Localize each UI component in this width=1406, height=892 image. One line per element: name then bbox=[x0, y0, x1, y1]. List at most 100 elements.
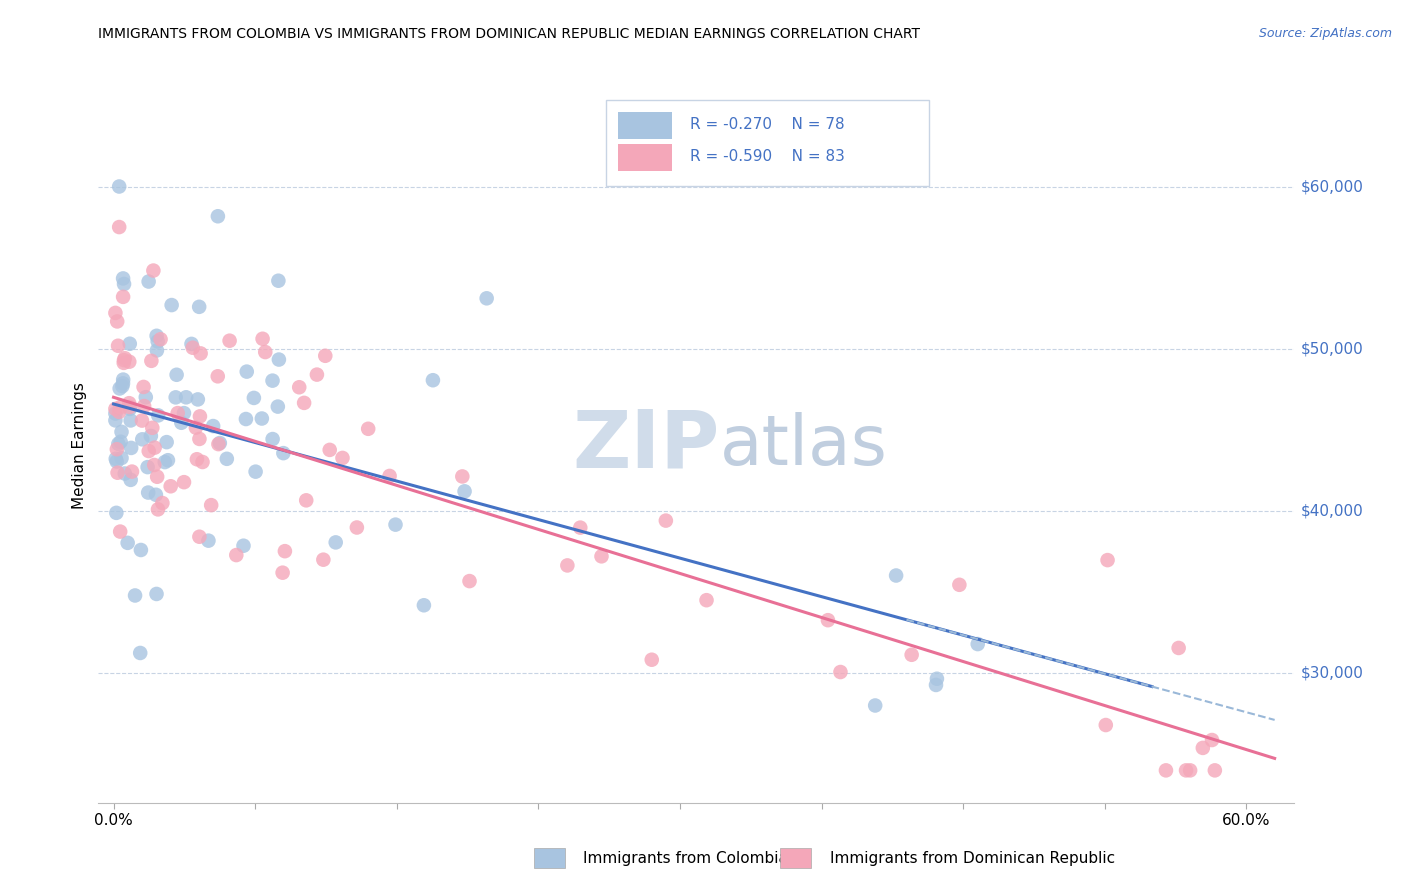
Point bbox=[641, 653, 664, 667]
Point bbox=[475, 291, 498, 305]
Point bbox=[112, 271, 135, 285]
Point bbox=[202, 419, 225, 434]
Point bbox=[107, 466, 129, 480]
Point bbox=[112, 373, 135, 387]
Point bbox=[131, 413, 153, 427]
Text: $40,000: $40,000 bbox=[1301, 503, 1364, 518]
Point bbox=[112, 353, 135, 368]
Point bbox=[267, 400, 290, 414]
Point bbox=[118, 354, 141, 368]
Point bbox=[104, 306, 127, 320]
Point bbox=[357, 422, 380, 436]
Point bbox=[105, 442, 128, 457]
Point bbox=[148, 409, 170, 423]
Point bbox=[187, 392, 209, 407]
Point bbox=[180, 337, 202, 351]
Point bbox=[1167, 640, 1189, 655]
Point bbox=[966, 637, 988, 651]
Point bbox=[1154, 764, 1177, 778]
Point bbox=[105, 506, 128, 520]
Point bbox=[250, 411, 273, 425]
Point bbox=[118, 400, 141, 414]
Point bbox=[166, 368, 188, 382]
Point bbox=[218, 334, 240, 348]
Point bbox=[146, 469, 169, 483]
Point bbox=[142, 263, 165, 277]
Point bbox=[232, 539, 254, 553]
Point bbox=[136, 460, 159, 475]
Text: Immigrants from Colombia: Immigrants from Colombia bbox=[583, 851, 789, 865]
Point bbox=[243, 391, 266, 405]
Point bbox=[105, 314, 128, 328]
Point bbox=[141, 354, 163, 368]
Point bbox=[453, 484, 475, 499]
Point bbox=[245, 465, 267, 479]
Text: $50,000: $50,000 bbox=[1301, 342, 1364, 356]
Point bbox=[135, 390, 157, 404]
Point bbox=[696, 593, 718, 607]
Text: IMMIGRANTS FROM COLOMBIA VS IMMIGRANTS FROM DOMINICAN REPUBLIC MEDIAN EARNINGS C: IMMIGRANTS FROM COLOMBIA VS IMMIGRANTS F… bbox=[98, 27, 921, 41]
Point bbox=[111, 376, 134, 391]
Point bbox=[412, 599, 434, 613]
Point bbox=[112, 356, 135, 370]
Point bbox=[200, 498, 222, 512]
Point bbox=[138, 444, 160, 458]
Point bbox=[146, 343, 169, 358]
Point bbox=[170, 416, 193, 430]
Point bbox=[118, 396, 141, 410]
Point bbox=[569, 521, 592, 535]
Point bbox=[104, 401, 127, 416]
Point bbox=[262, 432, 284, 446]
Point bbox=[173, 406, 195, 420]
Point bbox=[118, 401, 141, 416]
Text: R = -0.270    N = 78: R = -0.270 N = 78 bbox=[690, 118, 845, 132]
Point bbox=[591, 549, 613, 564]
Point bbox=[830, 665, 852, 679]
Point bbox=[173, 475, 195, 490]
Point bbox=[114, 467, 136, 481]
Text: R = -0.590    N = 83: R = -0.590 N = 83 bbox=[690, 150, 845, 164]
Point bbox=[110, 450, 132, 465]
Point bbox=[207, 369, 229, 384]
Point bbox=[129, 646, 152, 660]
Point bbox=[925, 678, 948, 692]
Point bbox=[149, 332, 172, 346]
Point bbox=[900, 648, 922, 662]
FancyBboxPatch shape bbox=[619, 112, 672, 139]
Text: Immigrants from Dominican Republic: Immigrants from Dominican Republic bbox=[830, 851, 1115, 865]
Point bbox=[120, 413, 142, 427]
Point bbox=[105, 454, 128, 468]
Point bbox=[110, 425, 132, 439]
Point bbox=[451, 469, 474, 483]
Point bbox=[252, 332, 274, 346]
Point bbox=[104, 413, 127, 427]
Point bbox=[319, 442, 342, 457]
Point bbox=[112, 290, 135, 304]
Point bbox=[267, 274, 290, 288]
Point bbox=[104, 407, 127, 421]
Point bbox=[107, 339, 129, 353]
Point bbox=[378, 469, 401, 483]
Point bbox=[325, 535, 347, 549]
Point bbox=[236, 365, 259, 379]
Point bbox=[655, 514, 678, 528]
Point bbox=[184, 420, 207, 434]
Point bbox=[215, 451, 238, 466]
Text: $60,000: $60,000 bbox=[1301, 179, 1364, 194]
Point bbox=[104, 451, 127, 466]
Y-axis label: Median Earnings: Median Earnings bbox=[72, 383, 87, 509]
Point bbox=[145, 587, 167, 601]
Point bbox=[136, 485, 159, 500]
Point bbox=[160, 298, 183, 312]
Point bbox=[295, 493, 318, 508]
Point bbox=[207, 209, 229, 223]
Point bbox=[254, 345, 277, 359]
Point bbox=[111, 379, 134, 393]
Point bbox=[188, 300, 211, 314]
FancyBboxPatch shape bbox=[606, 100, 929, 186]
Text: ZIP: ZIP bbox=[572, 407, 720, 485]
Point bbox=[384, 517, 406, 532]
Point bbox=[108, 382, 131, 396]
Point bbox=[153, 455, 176, 469]
Point bbox=[817, 613, 839, 627]
